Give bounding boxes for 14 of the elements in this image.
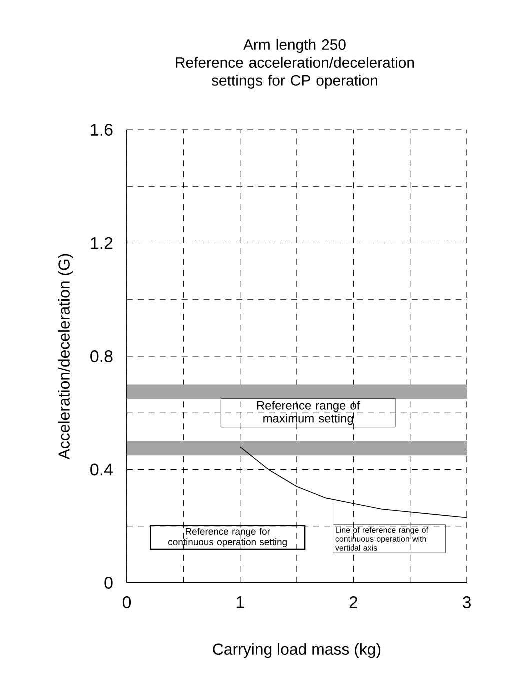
x-axis-title: Carrying load mass (kg)	[213, 643, 381, 658]
band-label: Reference range of maximum setting	[257, 401, 360, 426]
y-tick-label: 1.2	[91, 237, 113, 250]
x-tick-label: 1	[236, 596, 244, 608]
annotation: Reference range for continuous operation setting	[168, 528, 287, 548]
y-axis-title: Acceleration/deceleration (G)	[58, 254, 74, 460]
y-tick-label: 1.6	[91, 124, 113, 136]
x-tick-label: 0	[122, 596, 132, 609]
y-tick-label: 0.4	[90, 464, 113, 476]
x-tick-label: 3	[462, 596, 471, 609]
y-tick-label: 0	[104, 576, 113, 589]
x-tick-label: 2	[350, 596, 358, 608]
y-tick-label: 0.8	[90, 350, 113, 362]
chart-title: Arm length 250 Reference acceleration/deceleration settings for CP operation	[176, 39, 414, 89]
